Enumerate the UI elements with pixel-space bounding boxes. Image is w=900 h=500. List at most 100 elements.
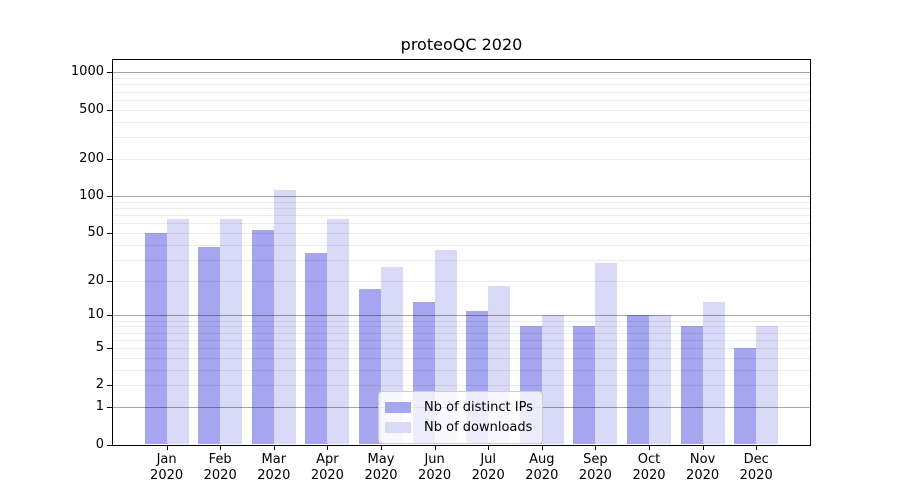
x-tick-label: Oct 2020 — [632, 452, 666, 483]
y-tick-label: 20 — [87, 272, 104, 288]
y-tick-mark — [107, 195, 112, 197]
minor-gridline — [113, 232, 810, 234]
y-tick-mark — [107, 72, 112, 74]
x-tick-mark — [488, 446, 490, 450]
minor-gridline — [113, 99, 810, 101]
minor-gridline — [113, 369, 810, 371]
x-tick-label: Jun 2020 — [418, 452, 452, 483]
y-tick-label: 1 — [95, 399, 104, 415]
x-tick-mark — [756, 446, 758, 450]
minor-gridline — [113, 326, 810, 328]
chart-title: proteoQC 2020 — [400, 35, 523, 54]
legend-label: Nb of distinct IPs — [424, 399, 533, 415]
minor-gridline — [113, 121, 810, 123]
y-tick-mark — [107, 158, 112, 160]
x-tick-mark — [702, 446, 704, 450]
minor-gridline — [113, 357, 810, 359]
y-tick-mark — [107, 444, 112, 446]
bar-distinct-ips-sep — [573, 326, 596, 445]
y-tick-mark — [107, 232, 112, 234]
y-tick-mark — [107, 109, 112, 111]
minor-gridline — [113, 214, 810, 216]
bar-distinct-ips-dec — [734, 348, 757, 445]
x-tick-mark — [381, 446, 382, 450]
bar-distinct-ips-jan — [144, 232, 167, 445]
y-tick-label: 2 — [95, 377, 104, 393]
x-tick-mark — [434, 446, 436, 450]
minor-gridline — [113, 320, 810, 322]
major-gridline — [113, 72, 810, 74]
bar-downloads-jan — [166, 218, 189, 445]
minor-gridline — [113, 91, 810, 93]
legend-entry: Nb of distinct IPs — [385, 397, 533, 417]
bar-distinct-ips-nov — [680, 326, 703, 445]
minor-gridline — [113, 280, 810, 282]
bar-downloads-mar — [273, 189, 296, 445]
y-tick-label: 500 — [79, 101, 104, 117]
x-tick-label: Aug 2020 — [525, 452, 559, 483]
minor-gridline — [113, 332, 810, 334]
bar-distinct-ips-feb — [198, 247, 221, 445]
major-gridline — [113, 195, 810, 197]
downloads-swatch — [385, 421, 411, 433]
x-tick-label: Jul 2020 — [471, 452, 505, 483]
minor-gridline — [113, 207, 810, 209]
y-tick-label: 10 — [87, 307, 104, 323]
bar-distinct-ips-mar — [251, 229, 274, 445]
minor-gridline — [113, 84, 810, 86]
distinct-ips-swatch — [385, 401, 411, 413]
minor-gridline — [113, 78, 810, 80]
y-tick-mark — [107, 348, 112, 349]
x-tick-label: Dec 2020 — [739, 452, 773, 483]
bar-downloads-nov — [702, 302, 725, 445]
x-tick-mark — [541, 446, 543, 450]
legend-label: Nb of downloads — [424, 419, 533, 435]
x-tick-mark — [166, 446, 168, 450]
y-tick-label: 200 — [79, 150, 104, 166]
x-tick-label: Jan 2020 — [150, 452, 184, 483]
y-tick-label: 50 — [87, 224, 104, 240]
minor-gridline — [113, 137, 810, 139]
minor-gridline — [113, 348, 810, 349]
x-tick-label: Feb 2020 — [203, 452, 237, 483]
minor-gridline — [113, 158, 810, 160]
x-tick-mark — [649, 446, 650, 450]
y-tick-label: 100 — [79, 187, 104, 203]
minor-gridline — [113, 339, 810, 341]
y-tick-label: 0 — [95, 436, 104, 452]
bar-downloads-feb — [220, 218, 243, 445]
y-tick-mark — [107, 385, 112, 387]
legend-entry: Nb of downloads — [385, 417, 533, 437]
bar-downloads-dec — [756, 326, 779, 445]
x-tick-label: May 2020 — [364, 452, 398, 483]
y-tick-label: 1000 — [70, 64, 104, 80]
x-tick-mark — [273, 446, 275, 450]
x-tick-label: Nov 2020 — [686, 452, 720, 483]
bar-downloads-oct — [649, 315, 671, 445]
x-tick-label: Sep 2020 — [578, 452, 612, 483]
bar-downloads-apr — [327, 218, 350, 445]
minor-gridline — [113, 259, 810, 261]
x-tick-label: Apr 2020 — [310, 452, 344, 483]
minor-gridline — [113, 201, 810, 203]
bar-downloads-aug — [541, 315, 564, 445]
x-tick-label: Mar 2020 — [257, 452, 291, 483]
plot-area: Nb of distinct IPs Nb of downloads — [112, 59, 811, 446]
bar-distinct-ips-oct — [627, 315, 649, 445]
y-tick-label: 5 — [95, 340, 104, 355]
y-tick-mark — [107, 407, 112, 409]
bar-distinct-ips-may — [359, 288, 381, 445]
y-tick-mark — [107, 280, 112, 282]
minor-gridline — [113, 385, 810, 387]
minor-gridline — [113, 109, 810, 111]
major-gridline — [113, 315, 810, 317]
x-tick-mark — [327, 446, 329, 450]
bar-distinct-ips-apr — [305, 253, 328, 445]
bar-downloads-sep — [595, 263, 618, 445]
x-tick-mark — [220, 446, 222, 450]
y-tick-mark — [107, 315, 112, 317]
legend: Nb of distinct IPs Nb of downloads — [378, 391, 543, 444]
minor-gridline — [113, 223, 810, 225]
x-tick-mark — [595, 446, 597, 450]
